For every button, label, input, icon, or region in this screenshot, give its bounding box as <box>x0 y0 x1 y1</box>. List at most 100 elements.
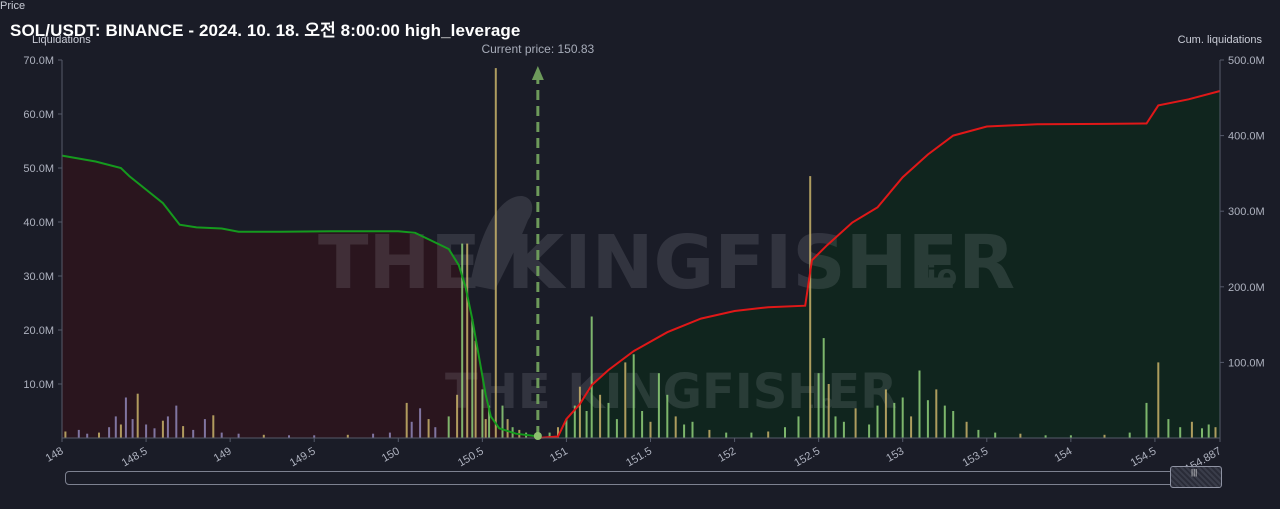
x-tick-label: 150.5 <box>456 445 486 469</box>
short-liquidation-bar <box>590 316 593 438</box>
short-liquidation-bar <box>935 389 938 438</box>
cumulative-lines <box>61 90 1221 439</box>
y-tick-label: 50.0M <box>23 163 54 175</box>
short-liquidation-bar <box>943 405 946 438</box>
short-cumulative-line <box>537 90 1221 439</box>
short-liquidation-bar <box>708 429 711 438</box>
short-liquidation-bar <box>725 432 728 438</box>
short-liquidation-bar <box>901 397 904 438</box>
short-liquidation-bar <box>1069 435 1072 438</box>
short-liquidation-bar <box>817 373 820 438</box>
range-scrollbar[interactable] <box>65 471 1220 485</box>
short-liquidation-bar <box>632 354 635 438</box>
long-liquidation-bar <box>405 402 408 438</box>
long-liquidation-bar <box>313 435 316 438</box>
current-price-marker: Current price: 150.83 <box>481 42 595 440</box>
x-tick-label: 152 <box>716 445 738 465</box>
short-liquidation-bar <box>854 408 857 438</box>
chart-title: SOL/USDT: BINANCE - 2024. 10. 18. 오전 8:0… <box>10 21 521 40</box>
long-liquidation-bar <box>124 397 127 438</box>
long-liquidation-bar <box>237 433 240 438</box>
short-liquidation-bar <box>876 405 879 438</box>
long-liquidation-bar <box>456 394 459 438</box>
long-liquidation-bar <box>419 408 422 438</box>
short-liquidation-bar <box>965 421 968 438</box>
x-tick-label: 148.5 <box>120 445 150 469</box>
y2-tick-label: 500.0M <box>1228 55 1265 67</box>
short-liquidation-bar <box>884 389 887 438</box>
long-liquidation-bar <box>182 426 185 438</box>
short-liquidation-bar <box>1201 428 1203 438</box>
short-liquidation-bar <box>952 411 955 438</box>
long-liquidation-bar <box>220 432 223 438</box>
long-liquidation-bar <box>501 405 504 438</box>
short-liquidation-bar <box>624 362 627 438</box>
current-price-arrow-icon <box>531 66 544 80</box>
x-tick-label: 153.5 <box>960 445 990 469</box>
y-tick-label: 60.0M <box>23 109 54 121</box>
short-liquidation-bar <box>797 416 800 438</box>
long-liquidation-bar <box>175 405 178 438</box>
long-liquidation-bar <box>461 243 464 438</box>
long-liquidation-bar <box>161 420 164 438</box>
long-liquidation-bar <box>474 340 477 438</box>
short-liquidation-bar <box>750 432 753 438</box>
current-price-dot <box>533 432 542 440</box>
short-liquidation-bar <box>822 338 825 438</box>
short-liquidation-bar <box>809 176 812 438</box>
long-liquidation-bar <box>288 435 290 438</box>
long-liquidation-bar <box>410 421 413 438</box>
short-liquidation-bar <box>926 400 929 438</box>
long-liquidation-bar <box>488 405 491 438</box>
short-liquidation-bar <box>691 421 694 438</box>
long-liquidation-bar <box>64 431 67 438</box>
long-liquidation-bar <box>203 419 206 438</box>
long-liquidation-bar <box>484 419 487 438</box>
long-liquidation-bar <box>192 429 195 438</box>
short-liquidation-bar <box>599 394 602 438</box>
short-liquidation-bar <box>1190 421 1193 438</box>
long-liquidation-bar <box>98 432 100 438</box>
short-liquidation-bar <box>1103 434 1106 438</box>
short-liquidation-bar <box>674 416 677 438</box>
short-liquidation-bar <box>842 421 845 438</box>
short-liquidation-bar <box>585 411 588 438</box>
x-tick-label: 152.5 <box>792 445 822 469</box>
long-liquidation-bar <box>388 432 391 438</box>
long-liquidation-bar <box>471 319 474 438</box>
watermark-suffix-small: .io <box>808 392 833 413</box>
short-liquidation-bar <box>578 386 581 438</box>
short-liquidation-bar <box>1145 402 1148 438</box>
y-tick-label: 40.0M <box>23 217 54 229</box>
long-liquidation-bar <box>145 424 148 438</box>
long-liquidation-bar <box>481 389 484 438</box>
y2-tick-label: 300.0M <box>1228 206 1265 218</box>
long-liquidation-bar <box>77 429 80 438</box>
long-liquidation-bar <box>153 428 156 438</box>
right-axis-label: Cum. liquidations <box>1177 34 1262 46</box>
short-liquidation-bar <box>1167 419 1170 438</box>
long-liquidation-bar <box>166 416 169 438</box>
range-scrollbar-handle[interactable]: ||| <box>1170 466 1222 488</box>
y-tick-label: 10.0M <box>23 379 54 391</box>
x-tick-label: 151.5 <box>624 445 654 469</box>
short-liquidation-bar <box>1044 435 1047 438</box>
long-liquidation-bar <box>427 419 430 438</box>
x-tick-label: 154 <box>1052 445 1074 465</box>
x-axis-label: Price <box>0 0 26 12</box>
short-liquidation-bar <box>607 402 610 438</box>
watermark-suffix: .io <box>915 259 957 294</box>
y2-tick-label: 400.0M <box>1228 131 1265 143</box>
cumulative-fill-areas <box>62 91 1220 438</box>
short-liquidation-bar <box>784 427 786 438</box>
short-liquidation-bar <box>548 432 551 438</box>
short-liquidation-bar <box>827 384 830 438</box>
long-liquidation-bar <box>372 433 375 438</box>
short-liquidation-bar <box>657 373 660 438</box>
x-tick-label: 149 <box>212 445 234 465</box>
short-liquidation-bar <box>834 416 837 438</box>
long-liquidation-bar <box>262 434 265 438</box>
short-liquidation-bar <box>767 431 770 438</box>
short-liquidation-bar <box>565 419 568 438</box>
